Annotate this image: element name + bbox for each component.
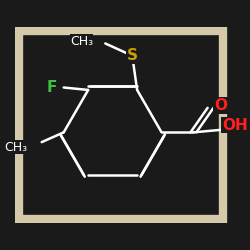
- Text: CH₃: CH₃: [4, 140, 27, 153]
- Text: CH₃: CH₃: [70, 34, 93, 48]
- FancyBboxPatch shape: [19, 31, 224, 219]
- Text: OH: OH: [222, 118, 248, 132]
- Text: S: S: [127, 48, 138, 63]
- Text: O: O: [214, 98, 227, 113]
- Text: F: F: [46, 80, 57, 95]
